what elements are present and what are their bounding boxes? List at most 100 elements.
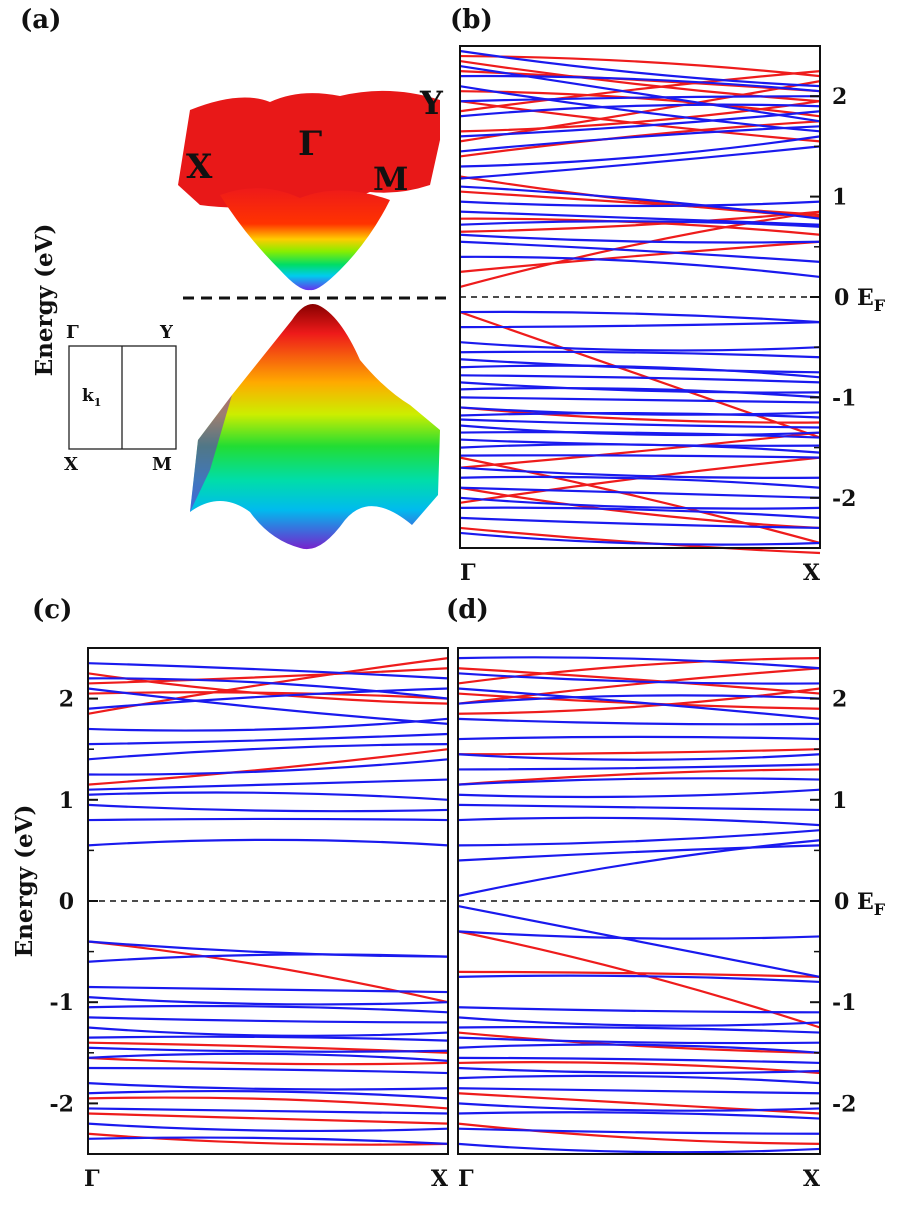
band-blue-20 [87, 1035, 449, 1042]
ef-label: 0 EF [834, 285, 886, 315]
band-blue-40 [459, 516, 821, 530]
band-blue-0 [459, 255, 821, 279]
band-blue-24 [459, 381, 821, 394]
band-blue-2 [457, 829, 821, 847]
band-red-3 [87, 1096, 449, 1110]
band-red-2 [457, 1031, 821, 1054]
band-blue-14 [87, 953, 449, 963]
band-blue-25 [87, 1089, 449, 1100]
band-blue-29 [457, 1127, 821, 1135]
band-red-8 [457, 687, 821, 715]
band-red-6 [87, 691, 449, 700]
panel-label-d: (d) [446, 595, 489, 625]
band-blue-35 [459, 466, 821, 480]
band-blue-1 [459, 240, 821, 263]
surface-label-m: M [373, 160, 408, 198]
band-blue-7 [457, 763, 821, 771]
band-blue-5 [459, 200, 821, 208]
band-blue-27 [87, 1122, 449, 1133]
band-blue-13 [457, 672, 821, 685]
band-blue-10 [87, 687, 449, 725]
band-blue-8 [87, 717, 449, 732]
band-red-5 [87, 1132, 449, 1146]
band-red-17 [459, 456, 821, 545]
brillouin-zone: Γ Y X M k1 [64, 322, 177, 475]
x-tick-label-x: X [803, 560, 821, 586]
band-blue-25 [459, 386, 821, 399]
band-blue-41 [459, 531, 821, 546]
band-blue-19 [87, 1026, 449, 1037]
energy-axis-label: Energy (eV) [11, 805, 38, 958]
band-blue-14 [457, 656, 821, 670]
band-red-12 [457, 667, 821, 695]
band-blue-29 [459, 418, 821, 429]
band-blue-6 [87, 743, 449, 761]
band-blue-2 [87, 803, 449, 813]
band-red-2 [87, 1056, 449, 1066]
band-blue-18 [87, 1016, 449, 1024]
band-blue-17 [459, 310, 821, 324]
band-red-6 [457, 768, 821, 786]
band-blue-6 [457, 777, 821, 786]
band-blue-17 [457, 974, 821, 984]
band-blue-5 [457, 788, 821, 799]
band-blue-6 [459, 185, 821, 220]
band-blue-3 [459, 220, 821, 228]
band-blue-24 [87, 1082, 449, 1091]
panel-label-b: (b) [450, 5, 493, 35]
bz-label-k: k1 [82, 386, 101, 409]
band-blue-12 [457, 687, 821, 720]
surface-label-y: Y [419, 84, 444, 122]
y-tick-label: 1 [832, 185, 847, 211]
y-tick-label: 0 [59, 889, 74, 915]
band-blue-27 [459, 406, 821, 416]
band-blue-23 [87, 1066, 449, 1075]
band-red-2 [459, 210, 821, 233]
band-blue-25 [457, 1074, 821, 1085]
band-blue-16 [459, 49, 821, 88]
band-blue-31 [459, 431, 821, 439]
panel-label-c: (c) [32, 595, 72, 625]
band-red-9 [459, 70, 821, 113]
band-structure-d: -2 -1 1 2 0 EF Γ X [457, 647, 886, 1192]
y-tick-label: 1 [832, 788, 847, 814]
band-blue-9 [459, 125, 821, 153]
band-blue-39 [459, 506, 821, 519]
band-red-10 [87, 748, 449, 786]
band-red-8 [459, 100, 821, 133]
band-blue-23 [457, 1056, 821, 1065]
band-red-8 [87, 672, 449, 705]
band-blue-28 [459, 411, 821, 419]
band-blue-28 [87, 1136, 449, 1145]
band-blue-30 [459, 424, 821, 437]
band-blue-7 [459, 145, 821, 180]
band-blue-24 [457, 1066, 821, 1075]
band-red-4 [459, 190, 821, 216]
band-blue-18 [457, 1006, 821, 1014]
y-tick-label: 2 [832, 84, 847, 110]
y-tick-label: -2 [50, 1091, 74, 1117]
band-red-7 [87, 667, 449, 685]
band-blue-22 [459, 364, 821, 379]
band-blue-3 [457, 816, 821, 827]
y-tick-label: -1 [50, 990, 74, 1016]
bz-label-gamma: Γ [66, 322, 79, 343]
band-blue-11 [457, 694, 821, 705]
band-blue-15 [87, 985, 449, 994]
band-blue-20 [459, 350, 821, 359]
band-blue-28 [457, 1111, 821, 1120]
bz-label-x: X [64, 454, 78, 475]
band-blue-2 [459, 233, 821, 244]
band-blue-38 [459, 496, 821, 510]
band-red-3 [457, 1061, 821, 1075]
y-tick-label: -2 [832, 486, 856, 512]
bz-label-m: M [152, 454, 172, 475]
y-tick-label: 2 [59, 687, 74, 713]
band-blue-21 [459, 358, 821, 374]
band-blue-15 [457, 904, 821, 978]
band-blue-16 [87, 996, 449, 1006]
band-blue-5 [87, 758, 449, 776]
band-blue-10 [459, 110, 821, 138]
band-blue-4 [87, 778, 449, 791]
band-blue-17 [87, 1004, 449, 1014]
